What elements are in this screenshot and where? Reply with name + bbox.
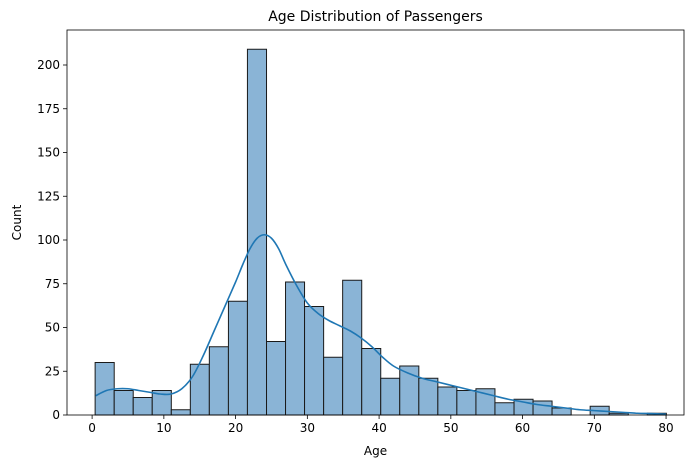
- histogram-bar: [418, 377, 439, 416]
- histogram-bar: [189, 363, 210, 416]
- y-tick-label: 175: [37, 102, 60, 116]
- histogram-bar: [437, 386, 458, 416]
- histogram-bars: [94, 48, 667, 416]
- histogram-bar: [208, 346, 229, 416]
- y-tick-label: 125: [37, 189, 60, 203]
- histogram-bar: [361, 348, 382, 416]
- x-tick-label: 40: [371, 421, 386, 435]
- histogram-bar: [266, 341, 287, 416]
- y-tick-label: 200: [37, 58, 60, 72]
- x-axis-label: Age: [364, 444, 387, 458]
- chart-title: Age Distribution of Passengers: [268, 9, 483, 25]
- x-tick-label: 0: [88, 421, 96, 435]
- y-axis-label: Count: [10, 204, 24, 240]
- x-tick-label: 20: [228, 421, 243, 435]
- histogram-bar: [285, 281, 306, 416]
- histogram-bar: [494, 402, 515, 416]
- histogram-bar: [532, 400, 553, 416]
- kde-curve: [95, 233, 667, 415]
- y-tick-label: 0: [52, 408, 60, 422]
- y-tick-label: 25: [45, 364, 60, 378]
- histogram-bar: [342, 279, 363, 416]
- y-tick-label: 150: [37, 146, 60, 160]
- histogram-bar: [170, 409, 191, 416]
- y-tick-label: 75: [45, 277, 60, 291]
- x-axis-ticks: 0 10 20 30 40 50 60 70 80: [88, 415, 674, 435]
- histogram-bar: [246, 48, 268, 416]
- x-tick-label: 60: [515, 421, 530, 435]
- histogram-bar: [113, 390, 134, 416]
- x-tick-label: 70: [587, 421, 602, 435]
- x-tick-label: 50: [443, 421, 458, 435]
- histogram-bar: [323, 356, 344, 416]
- plot-frame: [66, 29, 685, 416]
- y-tick-label: 50: [45, 321, 60, 335]
- x-tick-label: 80: [658, 421, 673, 435]
- x-tick-label: 10: [156, 421, 171, 435]
- histogram-bar: [456, 390, 477, 416]
- y-tick-label: 100: [37, 233, 60, 247]
- histogram-bar: [227, 300, 248, 416]
- histogram-bar: [380, 377, 401, 416]
- histogram-bar: [304, 306, 325, 416]
- histogram-bar: [132, 397, 153, 416]
- y-axis-ticks: 0 25 50 75 100 125 150 175 200: [37, 58, 67, 422]
- x-tick-label: 30: [300, 421, 315, 435]
